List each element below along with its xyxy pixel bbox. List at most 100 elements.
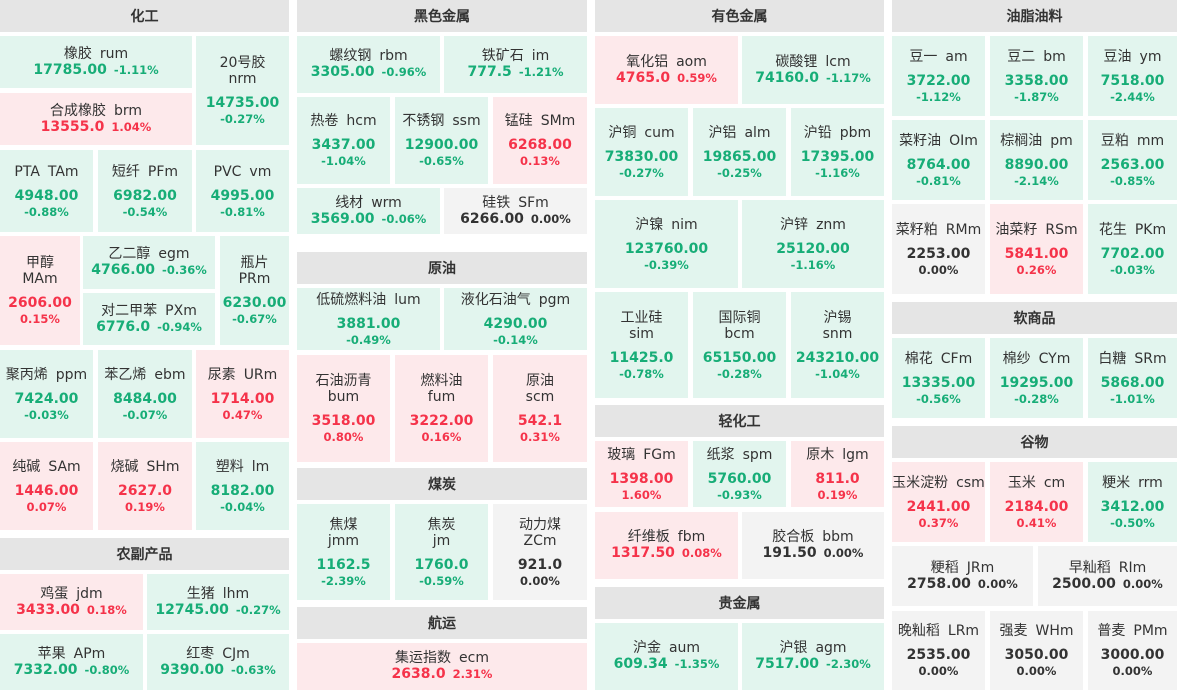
contract-tile[interactable]: 玻璃 FGm 1398.00 1.60% [595,441,688,507]
contract-tile[interactable]: 沪铝 alm 19865.00 -0.25% [693,108,786,196]
contract-cn-name: 纤维板 [627,529,670,545]
contract-tile[interactable]: 锰硅 SMm 6268.00 0.13% [493,97,587,184]
contract-price: 7424.00 [14,390,79,407]
contract-tile[interactable]: 焦炭 jm 1760.0 -0.59% [395,504,488,600]
contract-tile[interactable]: 尿素 URm 1714.00 0.47% [196,350,289,438]
contract-tile[interactable]: 棉纱 CYm 19295.00 -0.28% [990,338,1083,418]
contract-tile[interactable]: 油菜籽 RSm 5841.00 0.26% [990,204,1083,294]
contract-tile[interactable]: 粳稻 JRm 2758.00 0.00% [892,546,1033,606]
contract-tile[interactable]: 菜籽粕 RMm 2253.00 0.00% [892,204,985,294]
contract-cn-name: 橡胶 [63,45,92,62]
contract-tile[interactable]: 合成橡胶 brm 13555.0 1.04% [0,93,192,145]
contract-tile[interactable]: 玉米 cm 2184.00 0.41% [990,462,1083,542]
contract-tile[interactable]: 晚籼稻 LRm 2535.00 0.00% [892,611,985,690]
contract-tile[interactable]: 沪金 aum 609.34 -1.35% [595,623,738,690]
contract-tile[interactable]: 螺纹钢 rbm 3305.00 -0.96% [297,36,440,93]
contract-values: 2758.00 0.00% [907,576,1018,593]
contract-tile[interactable]: 鸡蛋 jdm 3433.00 0.18% [0,574,143,630]
contract-tile[interactable]: 苹果 APm 7332.00 -0.80% [0,634,143,690]
contract-tile[interactable]: 豆二 bm 3358.00 -1.87% [990,36,1083,116]
contract-change: -0.80% [84,662,130,677]
contract-cn-name: 菜籽油 [899,132,942,149]
contract-tile[interactable]: 动力煤 ZCm 921.0 0.00% [493,504,587,600]
section-header: 轻化工 [595,405,884,437]
contract-tile[interactable]: 生猪 lhm 12745.00 -0.27% [147,574,289,630]
contract-tile[interactable]: 沪镍 nim 123760.00 -0.39% [595,200,738,288]
contract-tile[interactable]: 玉米淀粉 csm 2441.00 0.37% [892,462,985,542]
contract-name: 动力煤 ZCm [519,517,561,549]
contract-tile[interactable]: 沪锡 snm 243210.00 -1.04% [791,292,884,398]
contract-tile[interactable]: PVC vm 4995.00 -0.81% [196,150,289,232]
contract-code: ZCm [523,532,557,549]
contract-tile[interactable]: 对二甲苯 PXm 6776.0 -0.94% [83,293,215,345]
contract-tile[interactable]: 橡胶 rum 17785.00 -1.11% [0,36,192,88]
contract-cn-name: 棕榈油 [1000,132,1043,149]
contract-price: 19865.00 [702,148,777,165]
contract-tile[interactable]: 不锈钢 ssm 12900.00 -0.65% [395,97,488,184]
contract-tile[interactable]: 普麦 PMm 3000.00 0.00% [1088,611,1177,690]
contract-tile[interactable]: 纯碱 SAm 1446.00 0.07% [0,442,93,530]
contract-cn-name: 塑料 [215,458,244,475]
contract-tile[interactable]: 塑料 lm 8182.00 -0.04% [196,442,289,530]
contract-tile[interactable]: 氧化铝 aom 4765.0 0.59% [595,36,738,104]
contract-tile[interactable]: 石油沥青 bum 3518.00 0.80% [297,355,390,462]
contract-tile[interactable]: 豆油 ym 7518.00 -2.44% [1088,36,1177,116]
contract-tile[interactable]: 豆粕 mm 2563.00 -0.85% [1088,120,1177,200]
contract-tile[interactable]: 棕榈油 pm 8890.00 -2.14% [990,120,1083,200]
contract-tile[interactable]: 菜籽油 OIm 8764.00 -0.81% [892,120,985,200]
contract-name: 玉米 cm [1008,475,1065,491]
contract-values: 811.0 0.19% [815,471,859,502]
contract-code: ym [1139,48,1162,65]
contract-code: alm [744,124,771,141]
contract-tile[interactable]: 沪银 agm 7517.00 -2.30% [742,623,884,690]
contract-tile[interactable]: 铁矿石 im 777.5 -1.21% [444,36,587,93]
contract-tile[interactable]: 低硫燃料油 lum 3881.00 -0.49% [297,288,440,350]
contract-tile[interactable]: 早籼稻 RIm 2500.00 0.00% [1038,546,1177,606]
contract-tile[interactable]: 纸浆 spm 5760.00 -0.93% [693,441,786,507]
contract-tile[interactable]: 燃料油 fum 3222.00 0.16% [395,355,488,462]
contract-name: 沪锡 snm [823,310,853,342]
contract-tile[interactable]: 纤维板 fbm 1317.50 0.08% [595,512,738,579]
contract-tile[interactable]: 沪铅 pbm 17395.00 -1.16% [791,108,884,196]
contract-code: pm [1050,132,1073,149]
contract-tile[interactable]: 胶合板 bbm 191.50 0.00% [742,512,884,579]
contract-tile[interactable]: 豆一 am 3722.00 -1.12% [892,36,985,116]
contract-tile[interactable]: 苯乙烯 ebm 8484.00 -0.07% [98,350,192,438]
contract-name: 沪镍 nim [635,217,697,233]
contract-tile[interactable]: 原木 lgm 811.0 0.19% [791,441,884,507]
contract-tile[interactable]: 碳酸锂 lcm 74160.0 -1.17% [742,36,884,104]
contract-values: 2184.00 0.41% [1005,499,1069,530]
contract-tile[interactable]: 红枣 CJm 9390.00 -0.63% [147,634,289,690]
contract-tile[interactable]: 20号胶 nrm 14735.00 -0.27% [196,36,289,145]
contract-tile[interactable]: 棉花 CFm 13335.00 -0.56% [892,338,985,418]
contract-cn-name: 合成橡胶 [49,102,106,119]
contract-tile[interactable]: 线材 wrm 3569.00 -0.06% [297,188,440,234]
contract-tile[interactable]: 粳米 rrm 3412.00 -0.50% [1088,462,1177,542]
contract-values: 8764.00 -0.81% [907,157,971,188]
contract-tile[interactable]: 集运指数 ecm 2638.0 2.31% [297,643,587,690]
contract-tile[interactable]: 焦煤 jmm 1162.5 -2.39% [297,504,390,600]
contract-tile[interactable]: 瓶片 PRm 6230.00 -0.67% [220,236,289,345]
contract-tile[interactable]: 国际铜 bcm 65150.00 -0.28% [693,292,786,398]
contract-tile[interactable]: 硅铁 SFm 6266.00 0.00% [444,188,587,234]
contract-tile[interactable]: 短纤 PFm 6982.00 -0.54% [98,150,192,232]
contract-tile[interactable]: 乙二醇 egm 4766.00 -0.36% [83,236,215,289]
contract-cn-name: 不锈钢 [402,113,445,129]
contract-tile[interactable]: PTA TAm 4948.00 -0.88% [0,150,93,232]
contract-tile[interactable]: 沪铜 cum 73830.00 -0.27% [595,108,688,196]
contract-name: 强麦 WHm [999,623,1073,639]
contract-values: 3050.00 0.00% [1005,647,1069,678]
contract-tile[interactable]: 原油 scm 542.1 0.31% [493,355,587,462]
contract-values: 8484.00 -0.07% [113,391,177,422]
contract-tile[interactable]: 烧碱 SHm 2627.0 0.19% [98,442,192,530]
contract-tile[interactable]: 花生 PKm 7702.00 -0.03% [1088,204,1177,294]
contract-tile[interactable]: 强麦 WHm 3050.00 0.00% [990,611,1083,690]
contract-tile[interactable]: 液化石油气 pgm 4290.00 -0.14% [444,288,587,350]
contract-tile[interactable]: 工业硅 sim 11425.0 -0.78% [595,292,688,398]
contract-tile[interactable]: 甲醇 MAm 2606.00 0.15% [0,236,80,345]
contract-tile[interactable]: 白糖 SRm 5868.00 -1.01% [1088,338,1177,418]
contract-code: bcm [724,325,755,342]
contract-tile[interactable]: 聚丙烯 ppm 7424.00 -0.03% [0,350,93,438]
contract-tile[interactable]: 沪锌 znm 25120.00 -1.16% [742,200,884,288]
contract-tile[interactable]: 热卷 hcm 3437.00 -1.04% [297,97,390,184]
